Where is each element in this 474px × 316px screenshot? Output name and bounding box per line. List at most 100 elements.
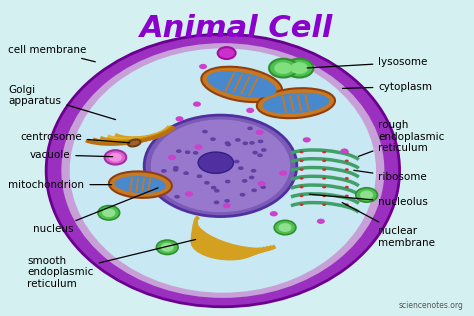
Circle shape xyxy=(257,181,265,186)
Circle shape xyxy=(258,139,264,143)
Text: cytoplasm: cytoplasm xyxy=(343,82,432,92)
Circle shape xyxy=(218,47,236,59)
Circle shape xyxy=(246,108,254,113)
Ellipse shape xyxy=(263,93,329,113)
Circle shape xyxy=(226,143,231,146)
Circle shape xyxy=(105,150,126,165)
Circle shape xyxy=(161,243,174,252)
Circle shape xyxy=(161,169,167,173)
Circle shape xyxy=(261,148,266,152)
Ellipse shape xyxy=(70,48,376,293)
Ellipse shape xyxy=(46,34,400,307)
Text: centrosome: centrosome xyxy=(20,132,129,143)
Circle shape xyxy=(185,150,191,154)
Circle shape xyxy=(274,220,296,235)
Circle shape xyxy=(156,240,178,254)
Circle shape xyxy=(224,199,230,203)
Circle shape xyxy=(257,153,263,157)
Circle shape xyxy=(204,181,210,185)
Circle shape xyxy=(322,186,326,188)
Circle shape xyxy=(225,180,230,183)
Circle shape xyxy=(225,141,230,145)
Circle shape xyxy=(213,158,219,162)
Circle shape xyxy=(185,191,193,197)
Ellipse shape xyxy=(60,42,385,299)
Text: nucleolus: nucleolus xyxy=(310,194,428,208)
Circle shape xyxy=(240,193,246,197)
Circle shape xyxy=(300,177,303,180)
Circle shape xyxy=(242,142,248,145)
Circle shape xyxy=(278,223,292,232)
Ellipse shape xyxy=(128,139,140,146)
Circle shape xyxy=(322,151,326,153)
Circle shape xyxy=(300,186,303,188)
Circle shape xyxy=(168,155,176,160)
Circle shape xyxy=(322,204,326,206)
Text: lysosome: lysosome xyxy=(307,58,428,68)
Circle shape xyxy=(356,188,377,202)
Circle shape xyxy=(290,62,308,74)
Circle shape xyxy=(360,191,373,199)
Text: rough
endoplasmic
reticulum: rough endoplasmic reticulum xyxy=(358,120,445,156)
Ellipse shape xyxy=(198,152,234,173)
Circle shape xyxy=(345,177,349,180)
Circle shape xyxy=(269,59,297,77)
Circle shape xyxy=(102,209,116,217)
Circle shape xyxy=(173,166,179,170)
Circle shape xyxy=(193,151,199,155)
Circle shape xyxy=(242,179,247,183)
Circle shape xyxy=(211,186,217,190)
Ellipse shape xyxy=(151,119,290,212)
Circle shape xyxy=(214,189,219,193)
Circle shape xyxy=(173,168,179,172)
Circle shape xyxy=(238,166,244,170)
Circle shape xyxy=(176,149,182,153)
Circle shape xyxy=(164,181,170,185)
Circle shape xyxy=(251,188,257,192)
Circle shape xyxy=(322,160,326,162)
Circle shape xyxy=(340,149,348,154)
Circle shape xyxy=(300,151,303,153)
Circle shape xyxy=(322,177,326,180)
Circle shape xyxy=(255,130,264,135)
Ellipse shape xyxy=(257,88,335,118)
Circle shape xyxy=(98,206,119,220)
Circle shape xyxy=(234,160,239,163)
Circle shape xyxy=(317,219,325,224)
Circle shape xyxy=(279,170,287,176)
Circle shape xyxy=(252,151,258,155)
Ellipse shape xyxy=(109,171,172,198)
Circle shape xyxy=(345,168,349,171)
Text: nucleus: nucleus xyxy=(34,188,158,234)
Circle shape xyxy=(193,101,201,107)
Text: cell membrane: cell membrane xyxy=(9,45,95,62)
Text: Animal Cell: Animal Cell xyxy=(140,14,334,43)
Circle shape xyxy=(247,126,253,130)
Circle shape xyxy=(322,195,326,197)
Text: Golgi
apparatus: Golgi apparatus xyxy=(9,85,116,120)
Circle shape xyxy=(345,195,349,197)
Circle shape xyxy=(199,64,207,69)
Circle shape xyxy=(174,195,180,199)
Text: smooth
endoplasmic
reticulum: smooth endoplasmic reticulum xyxy=(27,240,196,289)
Circle shape xyxy=(197,174,202,178)
Text: sciencenotes.org: sciencenotes.org xyxy=(398,301,463,310)
Circle shape xyxy=(223,203,231,208)
Circle shape xyxy=(260,185,266,189)
Circle shape xyxy=(300,160,303,162)
Circle shape xyxy=(194,144,202,150)
Circle shape xyxy=(251,169,256,173)
Ellipse shape xyxy=(144,115,297,216)
Ellipse shape xyxy=(201,67,282,102)
Circle shape xyxy=(214,201,219,204)
Circle shape xyxy=(303,137,311,143)
Circle shape xyxy=(345,160,349,162)
Circle shape xyxy=(210,137,216,141)
Text: nuclear
membrane: nuclear membrane xyxy=(342,203,435,248)
Circle shape xyxy=(300,168,303,171)
Text: ribosome: ribosome xyxy=(354,170,427,182)
Circle shape xyxy=(249,176,255,179)
Circle shape xyxy=(345,204,349,206)
Text: mitochondrion: mitochondrion xyxy=(9,179,112,190)
Circle shape xyxy=(285,59,313,77)
